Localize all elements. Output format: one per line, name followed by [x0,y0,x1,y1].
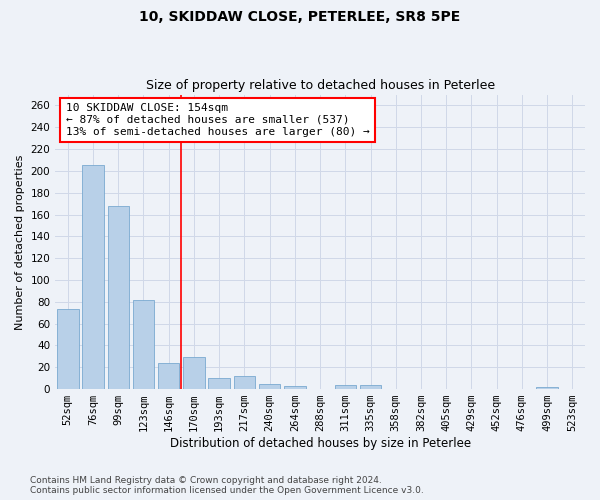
Text: Contains HM Land Registry data © Crown copyright and database right 2024.
Contai: Contains HM Land Registry data © Crown c… [30,476,424,495]
Bar [133,300,154,389]
Bar [57,310,79,389]
Bar [284,386,305,389]
Bar [183,358,205,389]
Y-axis label: Number of detached properties: Number of detached properties [15,154,25,330]
Bar [158,363,179,389]
X-axis label: Distribution of detached houses by size in Peterlee: Distribution of detached houses by size … [170,437,470,450]
Bar [82,166,104,389]
Bar [233,376,255,389]
Bar [208,378,230,389]
Bar [335,384,356,389]
Text: 10 SKIDDAW CLOSE: 154sqm
← 87% of detached houses are smaller (537)
13% of semi-: 10 SKIDDAW CLOSE: 154sqm ← 87% of detach… [66,104,370,136]
Title: Size of property relative to detached houses in Peterlee: Size of property relative to detached ho… [146,79,494,92]
Bar [259,384,280,389]
Text: 10, SKIDDAW CLOSE, PETERLEE, SR8 5PE: 10, SKIDDAW CLOSE, PETERLEE, SR8 5PE [139,10,461,24]
Bar [360,384,381,389]
Bar [536,387,558,389]
Bar [107,206,129,389]
